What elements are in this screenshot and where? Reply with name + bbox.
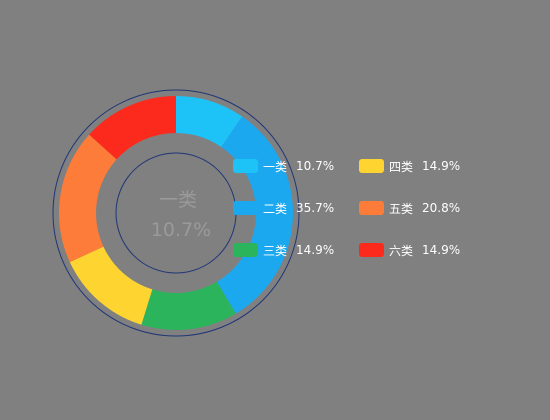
legend-label: 一类 — [263, 159, 288, 174]
donut-slice[interactable] — [216, 116, 294, 314]
donut-slice[interactable] — [176, 96, 243, 148]
legend-swatch — [233, 243, 258, 257]
legend-percent: 14.9% — [422, 243, 461, 257]
legend-swatch — [233, 201, 258, 215]
legend-item[interactable]: 一类 10.7% — [233, 158, 334, 174]
legend-swatch — [359, 201, 384, 215]
donut-slice[interactable] — [59, 134, 117, 263]
center-label-name: 一类 — [159, 189, 197, 211]
legend-percent: 20.8% — [422, 201, 461, 215]
legend-percent: 10.7% — [296, 159, 335, 173]
legend-label: 三类 — [263, 243, 288, 258]
legend-item[interactable]: 三类 14.9% — [233, 242, 334, 258]
legend-label: 六类 — [389, 243, 414, 258]
legend-percent: 14.9% — [296, 243, 335, 257]
legend-swatch — [359, 159, 384, 173]
donut-slice[interactable] — [69, 246, 153, 325]
inner-ring-outline — [115, 152, 237, 274]
donut-slice[interactable] — [89, 96, 176, 160]
legend-item[interactable]: 五类 20.8% — [359, 200, 460, 216]
donut-slice[interactable] — [141, 281, 236, 330]
outer-ring-outline — [52, 89, 300, 337]
legend-item[interactable]: 六类 14.9% — [359, 242, 460, 258]
legend-label: 二类 — [263, 201, 288, 216]
legend-percent: 14.9% — [422, 159, 461, 173]
legend-percent: 35.7% — [296, 201, 335, 215]
legend-swatch — [359, 243, 384, 257]
legend-label: 五类 — [389, 201, 414, 216]
legend-swatch — [233, 159, 258, 173]
legend-item[interactable]: 四类 14.9% — [359, 158, 460, 174]
legend-label: 四类 — [389, 159, 414, 174]
donut-slices — [59, 96, 294, 330]
legend-item[interactable]: 二类 35.7% — [233, 200, 334, 216]
chart-legend: 一类 10.7% 二类 35.7% 三类 14.9% 四类 14.9% 五类 20.8% 六类 14.… — [233, 158, 473, 263]
center-label-value: 10.7% — [151, 219, 211, 241]
